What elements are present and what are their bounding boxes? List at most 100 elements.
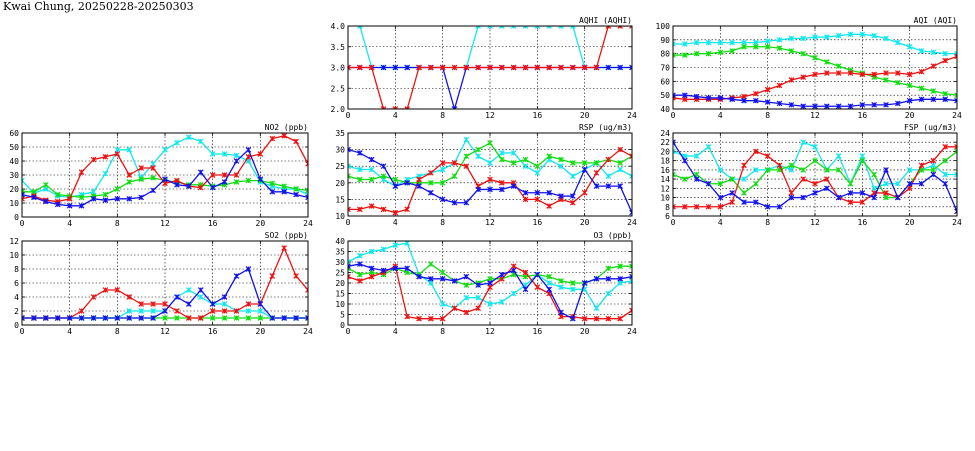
- data-point: [764, 86, 771, 93]
- data-point: [102, 170, 109, 177]
- data-point: [126, 172, 133, 178]
- data-point: [570, 199, 576, 206]
- data-point: [593, 275, 600, 282]
- data-point: [883, 180, 889, 187]
- data-point: [380, 163, 387, 170]
- data-point: [871, 171, 877, 178]
- data-point: [499, 150, 505, 156]
- data-point: [293, 191, 299, 198]
- data-point: [78, 315, 85, 321]
- data-point: [451, 278, 458, 284]
- data-point: [126, 315, 133, 321]
- data-point: [717, 39, 724, 46]
- data-point: [546, 189, 552, 196]
- data-point: [558, 156, 564, 163]
- data-point: [705, 144, 712, 150]
- data-point: [558, 64, 564, 71]
- data-point: [812, 103, 818, 109]
- data-point: [859, 153, 866, 159]
- y-tick-label: 50: [660, 91, 670, 100]
- data-point: [138, 194, 144, 201]
- data-point: [368, 265, 375, 272]
- data-point: [150, 301, 156, 307]
- data-point: [197, 184, 204, 191]
- data-point: [906, 185, 913, 192]
- data-point: [54, 315, 61, 321]
- data-point: [593, 170, 600, 176]
- data-point: [293, 315, 299, 321]
- data-point: [788, 162, 795, 169]
- data-point: [558, 284, 564, 291]
- data-point: [729, 48, 735, 54]
- data-point: [581, 160, 588, 166]
- data-point: [812, 54, 818, 61]
- data-point: [605, 156, 612, 163]
- y-tick-label: 6: [14, 279, 19, 288]
- data-point: [293, 186, 299, 192]
- data-point: [439, 301, 446, 307]
- y-tick-label: 30: [335, 146, 345, 155]
- data-point: [581, 189, 588, 196]
- chart-title: NO2 (ppb): [265, 123, 308, 132]
- data-point: [942, 157, 948, 164]
- chart-no2: 0 4 8 12 16 20 24 0 10 20 30 40 50 60 NO2 (ppb): [9, 123, 313, 228]
- x-tick-label: 24: [627, 218, 637, 227]
- data-point: [522, 196, 529, 203]
- data-point: [764, 203, 771, 210]
- data-point: [357, 261, 363, 267]
- data-point: [487, 26, 493, 29]
- x-tick-label: 16: [858, 111, 868, 120]
- data-point: [368, 269, 375, 276]
- data-point: [859, 31, 866, 38]
- data-point: [428, 179, 434, 186]
- data-point: [764, 38, 771, 45]
- data-point: [753, 148, 759, 155]
- data-point: [847, 70, 854, 76]
- x-tick-label: 16: [208, 327, 218, 336]
- x-tick-label: 12: [160, 327, 170, 336]
- data-point: [245, 308, 252, 314]
- data-point: [581, 280, 588, 286]
- data-point: [824, 59, 830, 65]
- data-point: [570, 193, 576, 199]
- data-point: [174, 315, 180, 321]
- series-green: [348, 140, 632, 186]
- data-point: [859, 199, 866, 205]
- data-point: [428, 189, 434, 196]
- x-tick-label: 20: [580, 111, 590, 120]
- data-point: [233, 273, 240, 279]
- data-point: [114, 195, 121, 202]
- plot-frame: [347, 25, 633, 110]
- data-point: [368, 203, 375, 209]
- data-point: [269, 188, 276, 195]
- data-point: [305, 315, 308, 321]
- data-point: [150, 174, 156, 181]
- data-point: [918, 162, 925, 169]
- data-point: [463, 309, 470, 316]
- data-point: [883, 77, 889, 83]
- data-point: [906, 82, 913, 89]
- data-point: [138, 176, 144, 183]
- data-point: [800, 176, 806, 182]
- data-point: [629, 307, 632, 314]
- data-point: [475, 294, 481, 301]
- data-point: [451, 305, 458, 312]
- y-tick-label: 40: [9, 157, 19, 166]
- x-tick-label: 24: [952, 218, 962, 227]
- data-point: [451, 160, 458, 166]
- data-point: [428, 280, 434, 286]
- data-point: [475, 153, 481, 160]
- data-point: [883, 194, 889, 201]
- data-point: [150, 308, 156, 314]
- x-tick-label: 20: [905, 218, 915, 227]
- data-point: [269, 135, 276, 142]
- data-point: [510, 160, 517, 166]
- data-point: [428, 64, 434, 71]
- data-point: [439, 160, 446, 166]
- data-point: [534, 196, 541, 203]
- data-point: [776, 100, 783, 107]
- data-point: [357, 278, 363, 284]
- data-point: [918, 48, 925, 54]
- data-point: [930, 88, 937, 94]
- data-point: [357, 252, 363, 259]
